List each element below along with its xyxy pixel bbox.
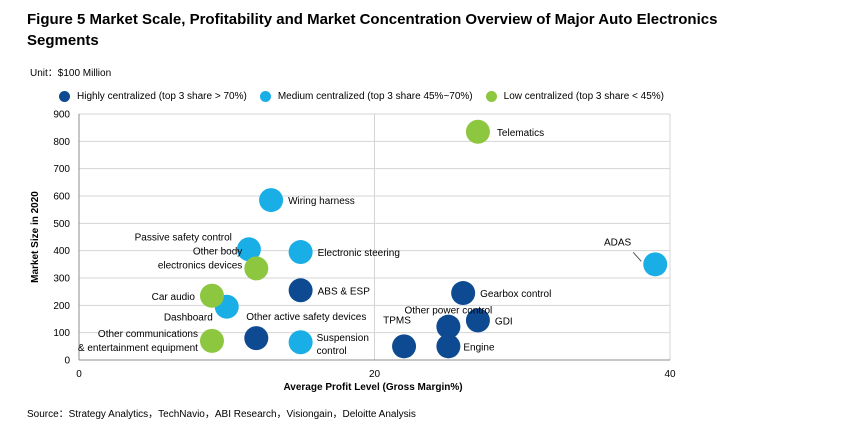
x-axis-label: Average Profit Level (Gross Margin%)	[283, 382, 462, 393]
y-tick-label: 500	[53, 219, 70, 230]
legend-label-low: Low centralized (top 3 share < 45%)	[503, 91, 665, 102]
data-label: Other power control	[404, 306, 492, 317]
legend-marker-low	[485, 91, 497, 102]
data-label: Electronic steering	[318, 248, 400, 259]
legend-item-high: Highly centralized (top 3 share > 70%)	[59, 91, 247, 102]
x-tick-label: 20	[369, 369, 381, 380]
x-tick-label: 40	[664, 369, 676, 380]
data-point	[199, 283, 224, 308]
data-point	[244, 256, 269, 281]
data-point	[643, 252, 668, 277]
data-point	[288, 330, 313, 355]
data-point	[236, 237, 261, 262]
y-tick-label: 900	[53, 110, 70, 121]
y-tick-label: 100	[53, 328, 70, 339]
data-point	[436, 314, 461, 339]
data-label: Wiring harness	[288, 196, 355, 207]
data-label: TPMS	[383, 315, 411, 326]
legend-marker-medium	[259, 91, 271, 102]
axes: 0 100 200 300 400 500 600 700 800 900 0 20 40	[53, 110, 676, 381]
grid	[79, 113, 671, 360]
data-label: Suspension control	[317, 333, 369, 357]
data-label: Other active safety devices	[246, 312, 366, 323]
data-label: Passive safety control	[135, 232, 232, 243]
legend-item-low: Low centralized (top 3 share < 45%)	[485, 91, 665, 102]
legend-label-high: Highly centralized (top 3 share > 70%)	[77, 91, 247, 102]
data-label: Other communications & entertainment equi…	[78, 329, 198, 354]
data-label: Other body electronics devices	[158, 246, 242, 271]
y-axis-label: Market Size in 2020	[30, 191, 41, 283]
data-point	[199, 328, 224, 353]
data-label: ADAS	[604, 237, 632, 248]
data-point	[259, 188, 284, 213]
unit-label: Unit：$100 Million	[30, 68, 112, 79]
y-tick-label: 800	[53, 137, 70, 148]
leader-line	[632, 252, 642, 262]
data-point	[288, 240, 313, 265]
legend-label-medium: Medium centralized (top 3 share 45%~70%)	[277, 91, 473, 102]
y-tick-label: 300	[53, 274, 70, 285]
data-label: Engine	[463, 342, 495, 353]
data-point	[436, 334, 461, 359]
legend-item-medium: Medium centralized (top 3 share 45%~70%)	[259, 91, 473, 102]
y-tick-label: 0	[64, 356, 70, 367]
data-point	[392, 334, 417, 359]
data-points	[199, 119, 668, 359]
data-point	[465, 308, 490, 333]
y-tick-label: 200	[53, 301, 70, 312]
data-label: Car audio	[152, 292, 196, 303]
data-label: Telematics	[497, 128, 544, 139]
data-label: GDI	[495, 316, 513, 327]
data-point	[451, 281, 476, 306]
y-tick-label: 700	[53, 164, 70, 175]
data-point	[244, 326, 269, 351]
legend-marker-high	[59, 91, 70, 102]
y-tick-label: 600	[53, 192, 70, 203]
source-note: Source：Strategy Analytics，TechNavio，ABI …	[27, 409, 416, 420]
data-label: ABS & ESP	[318, 286, 371, 297]
x-tick-label: 0	[76, 369, 82, 380]
legend: Highly centralized (top 3 share > 70%) M…	[59, 91, 677, 102]
data-label: Gearbox control	[480, 289, 551, 300]
data-point	[288, 278, 313, 303]
data-label: Dashboard	[164, 313, 213, 324]
y-tick-label: 400	[53, 246, 70, 257]
data-point	[465, 119, 490, 144]
chart-title: Figure 5 Market Scale, Profitability and…	[27, 11, 718, 49]
